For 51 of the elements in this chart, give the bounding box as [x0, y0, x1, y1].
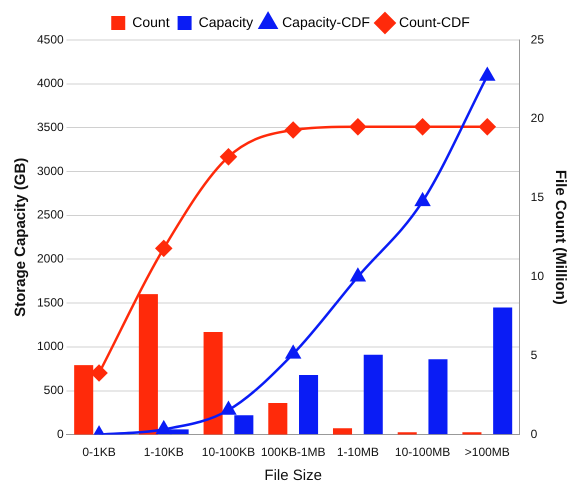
- legend-label: Capacity: [198, 14, 254, 30]
- x-tick-label: 10-100KB: [202, 445, 256, 460]
- point: [286, 346, 300, 359]
- point: [350, 268, 366, 282]
- y-tick-label: 4000: [36, 76, 64, 90]
- bar: [462, 432, 482, 435]
- x-axis-title: File Size: [264, 467, 322, 484]
- bar: [268, 403, 288, 435]
- bar: [493, 307, 512, 434]
- point: [156, 240, 172, 257]
- y-tick-label: 3500: [36, 120, 64, 134]
- bar: [428, 359, 448, 434]
- y2-tick-label: 10: [530, 269, 544, 284]
- y-tick-label: 500: [44, 383, 64, 398]
- x-tick-label: 0-1KB: [82, 445, 116, 460]
- y2-tick-label: 5: [530, 348, 538, 362]
- point: [480, 68, 495, 81]
- y2-axis-title: File Count (Million): [552, 170, 569, 305]
- bar: [332, 428, 352, 435]
- x-tick-label: 100KB-1MB: [260, 445, 326, 460]
- point: [415, 193, 430, 206]
- bar: [398, 432, 417, 435]
- bar: [299, 374, 318, 434]
- x-tick-label: >100MB: [464, 445, 510, 460]
- y-tick-label: 4500: [36, 32, 64, 46]
- bar: [204, 332, 223, 435]
- y-tick-label: 1500: [36, 295, 64, 310]
- y2-tick-label: 0: [530, 426, 538, 441]
- x-tick-label: 1-10KB: [144, 445, 184, 460]
- point: [221, 402, 236, 415]
- point: [156, 421, 172, 434]
- legend-label: Capacity-CDF: [282, 14, 370, 30]
- legend-label: Count: [132, 14, 170, 30]
- y2-tick-label: 20: [530, 111, 544, 126]
- y-tick-label: 3000: [36, 164, 64, 178]
- bar: [364, 354, 383, 434]
- point: [479, 118, 496, 136]
- y2-tick-label: 25: [530, 32, 544, 46]
- point: [284, 122, 302, 138]
- y-axis-title: Storage Capacity (GB): [12, 158, 30, 317]
- point: [220, 148, 237, 166]
- y-tick-label: 2000: [36, 252, 64, 266]
- point: [350, 118, 366, 136]
- point: [414, 118, 431, 136]
- y-tick-label: 0: [57, 426, 64, 441]
- y-tick-label: 2500: [36, 208, 64, 222]
- x-tick-label: 1-10MB: [336, 445, 379, 460]
- x-tick-label: 10-100MB: [394, 445, 450, 460]
- legend-label: Count-CDF: [398, 14, 470, 30]
- y-tick-label: 1000: [36, 339, 64, 354]
- y2-tick-label: 15: [530, 190, 544, 204]
